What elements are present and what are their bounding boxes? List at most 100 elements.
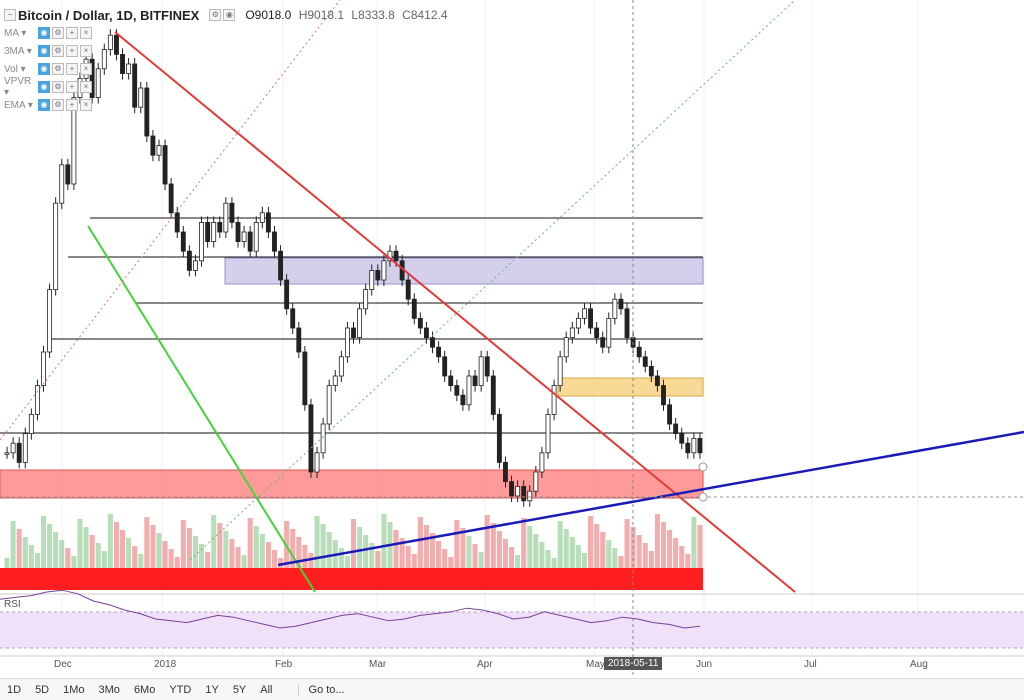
close-icon[interactable]: × bbox=[80, 63, 92, 75]
candle-body bbox=[442, 356, 448, 377]
indicator-row-3ma[interactable]: 3MA ▾ ◉ ⚙ + × bbox=[4, 42, 448, 60]
volume-bar bbox=[350, 519, 357, 568]
timeframe-1y[interactable]: 1Y bbox=[205, 683, 219, 696]
candle-body bbox=[265, 212, 271, 233]
timeframe-5d[interactable]: 5D bbox=[35, 683, 50, 696]
timeframe-5y[interactable]: 5Y bbox=[232, 683, 247, 696]
volume-bar bbox=[271, 550, 278, 568]
candle-body bbox=[624, 308, 630, 338]
volume-bar bbox=[34, 553, 40, 568]
timeframe-1mo[interactable]: 1Mo bbox=[63, 683, 85, 696]
candle-body bbox=[582, 308, 587, 319]
eye-icon[interactable]: ◉ bbox=[38, 81, 50, 93]
volume-bar bbox=[490, 523, 496, 568]
close-icon[interactable]: × bbox=[80, 99, 92, 111]
green-trendline bbox=[87, 225, 316, 593]
candle-body bbox=[679, 433, 685, 444]
volume-bar bbox=[357, 527, 363, 568]
candle-body bbox=[436, 346, 442, 358]
volume-bar bbox=[417, 517, 423, 568]
candle-body bbox=[314, 452, 320, 473]
candle-body bbox=[515, 485, 521, 497]
plus-icon[interactable]: + bbox=[66, 81, 78, 93]
timeframe-all[interactable]: All bbox=[260, 683, 273, 696]
purple-zone bbox=[224, 257, 704, 285]
close-icon[interactable]: × bbox=[80, 27, 92, 39]
settings-icon[interactable]: ⚙ bbox=[52, 27, 64, 39]
eye-icon[interactable]: ◉ bbox=[223, 9, 236, 21]
candle-body bbox=[296, 327, 302, 353]
goto-button[interactable]: Go to... bbox=[297, 683, 345, 696]
volume-bar bbox=[660, 522, 667, 568]
eye-icon[interactable]: ◉ bbox=[38, 27, 50, 39]
blue-trendline bbox=[277, 430, 1024, 567]
timeframe-6mo[interactable]: 6Mo bbox=[133, 683, 156, 696]
indicator-row-ma[interactable]: MA ▾ ◉ ⚙ + × bbox=[4, 24, 448, 42]
volume-bar bbox=[527, 526, 533, 568]
candle-body bbox=[193, 260, 198, 271]
eye-icon[interactable]: ◉ bbox=[38, 99, 50, 111]
volume-bar bbox=[594, 524, 600, 568]
chart-grid bbox=[61, 0, 919, 655]
volume-bar bbox=[648, 551, 654, 568]
settings-icon[interactable]: ⚙ bbox=[52, 81, 64, 93]
volume-bar bbox=[89, 535, 95, 568]
volume-bar bbox=[278, 558, 284, 568]
indicator-row-ema[interactable]: EMA ▾ ◉ ⚙ + × bbox=[4, 96, 448, 114]
plus-icon[interactable]: + bbox=[66, 63, 78, 75]
eye-icon[interactable]: ◉ bbox=[38, 45, 50, 57]
orange-zone bbox=[557, 377, 704, 397]
candle-body bbox=[594, 327, 600, 339]
volume-bar bbox=[101, 551, 107, 568]
volume-bar bbox=[405, 546, 411, 568]
plus-icon[interactable]: + bbox=[66, 27, 78, 39]
candle-body bbox=[606, 317, 612, 348]
volume-bar bbox=[685, 554, 691, 568]
candle-body bbox=[95, 68, 101, 99]
close-icon[interactable]: × bbox=[80, 81, 92, 93]
candle-body bbox=[667, 404, 673, 425]
collapse-icon[interactable]: − bbox=[4, 9, 16, 21]
settings-icon[interactable]: ⚙ bbox=[52, 99, 64, 111]
candle-body bbox=[618, 298, 624, 310]
volume-bar bbox=[168, 549, 174, 568]
settings-icon[interactable]: ⚙ bbox=[52, 63, 64, 75]
candle-body bbox=[4, 452, 10, 455]
candle-body bbox=[430, 337, 435, 348]
volume-bar bbox=[253, 526, 259, 568]
timeframe-ytd[interactable]: YTD bbox=[169, 683, 192, 696]
timeframe-3mo[interactable]: 3Mo bbox=[98, 683, 120, 696]
candle-body bbox=[114, 34, 119, 55]
volume-bar bbox=[472, 544, 478, 568]
volume-bar bbox=[150, 525, 156, 568]
volume-bar bbox=[162, 541, 168, 568]
timeframe-1d[interactable]: 1D bbox=[7, 683, 22, 696]
candle-body bbox=[156, 145, 162, 156]
plus-icon[interactable]: + bbox=[66, 45, 78, 57]
volume-bar bbox=[326, 532, 332, 568]
candle-body bbox=[290, 308, 296, 329]
candle-body bbox=[16, 442, 22, 463]
candle-body bbox=[600, 337, 606, 348]
settings-icon[interactable]: ⚙ bbox=[52, 45, 64, 57]
settings-icon[interactable]: ⚙ bbox=[209, 9, 222, 21]
candle-body bbox=[648, 365, 654, 377]
volume-bar bbox=[53, 532, 59, 568]
close-icon[interactable]: × bbox=[80, 45, 92, 57]
volume-bar bbox=[296, 537, 302, 568]
volume-bar bbox=[478, 552, 484, 568]
volume-bar bbox=[229, 539, 235, 568]
candle-body bbox=[71, 97, 77, 185]
volume-bar bbox=[28, 545, 34, 568]
indicator-row-vol[interactable]: Vol ▾ ◉ ⚙ + × bbox=[4, 60, 448, 78]
trend-handle-top bbox=[698, 462, 708, 472]
volume-bar bbox=[10, 521, 16, 568]
indicator-row-vpvr[interactable]: VPVR ▾ ◉ ⚙ + × bbox=[4, 76, 448, 98]
candle-body bbox=[284, 279, 290, 310]
x-tick-label: Mar bbox=[369, 659, 387, 670]
plus-icon[interactable]: + bbox=[66, 99, 78, 111]
candle-body bbox=[697, 437, 703, 454]
eye-icon[interactable]: ◉ bbox=[38, 63, 50, 75]
candle-body bbox=[405, 279, 411, 300]
